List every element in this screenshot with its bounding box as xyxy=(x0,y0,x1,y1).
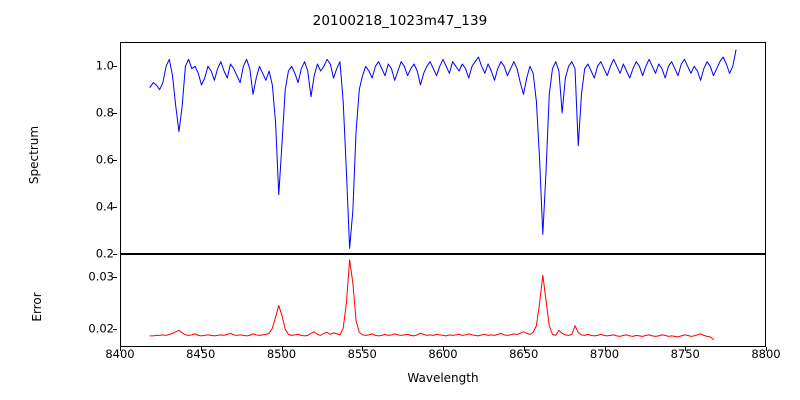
ytick-label: 0.4 xyxy=(95,199,114,214)
spectrum-ytick-labels: 0.2 0.4 0.6 0.8 1.0 xyxy=(66,42,114,258)
xtick-label: 8500 xyxy=(266,347,297,361)
xtick-labels: 8400 8450 8500 8550 8600 8650 8700 8750 8800 xyxy=(105,347,780,369)
xtick-mark xyxy=(766,347,767,351)
xtick-label: 8800 xyxy=(751,347,781,361)
xtick-mark xyxy=(281,347,283,351)
ytick-mark xyxy=(113,159,117,161)
ytick-label: 0.6 xyxy=(95,152,114,167)
xtick-mark xyxy=(443,347,444,351)
figure-title: 20100218_1023m47_139 xyxy=(312,13,488,29)
error-axes xyxy=(120,254,766,347)
ytick-mark xyxy=(113,65,117,67)
xtick-mark xyxy=(685,347,687,351)
ytick-mark xyxy=(113,328,117,330)
xtick-label: 8650 xyxy=(509,347,539,361)
error-ytick-labels: 0.02 0.03 xyxy=(66,254,114,347)
ytick-label: 0.8 xyxy=(95,104,114,119)
ytick-label: 0.02 xyxy=(88,321,114,336)
xtick-mark xyxy=(120,347,121,351)
ytick-label: 0.03 xyxy=(88,269,114,284)
spectrum-axis-label: Spectrum xyxy=(27,125,41,185)
xtick-label: 8700 xyxy=(589,347,620,361)
error-line-plot xyxy=(121,255,765,346)
xtick-label: 8450 xyxy=(186,347,216,361)
ytick-mark xyxy=(113,254,117,255)
ytick-mark xyxy=(113,112,117,114)
spectrum-axes xyxy=(120,42,766,254)
xtick-mark xyxy=(604,347,606,351)
error-axis-label: Error xyxy=(30,292,44,322)
ytick-mark xyxy=(113,206,117,208)
xtick-mark xyxy=(523,347,525,351)
wavelength-axis-label: Wavelength xyxy=(407,371,479,385)
xtick-label: 8400 xyxy=(105,347,135,361)
xtick-label: 8600 xyxy=(428,347,458,361)
ytick-mark xyxy=(113,277,117,279)
xtick-mark xyxy=(200,347,202,351)
ytick-label: 0.2 xyxy=(95,246,114,261)
spectrum-line-plot xyxy=(121,43,765,253)
xtick-label: 8550 xyxy=(347,347,377,361)
ytick-label: 1.0 xyxy=(95,57,114,72)
xtick-label: 8750 xyxy=(670,347,700,361)
xtick-mark xyxy=(362,347,364,351)
